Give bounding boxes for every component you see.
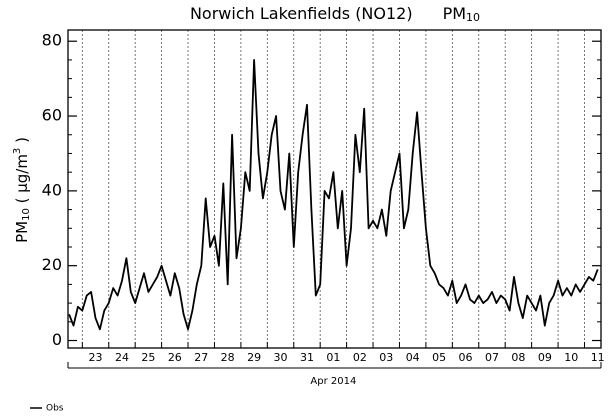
x-tick-label: 09: [538, 351, 552, 364]
x-tick-label: 25: [141, 351, 155, 364]
x-tick-label: 30: [274, 351, 288, 364]
y-tick-label: 40: [42, 180, 62, 199]
x-tick-label: 07: [485, 351, 499, 364]
plot-frame: [67, 29, 602, 349]
x-tick-label: 01: [326, 351, 340, 364]
x-tick-label: 23: [89, 351, 103, 364]
x-tick-label: 05: [432, 351, 446, 364]
x-tick-label: 11: [591, 351, 605, 364]
x-axis-sublabel: Apr 2014: [310, 376, 356, 387]
x-tick-label: 24: [115, 351, 129, 364]
legend-label: Obs: [46, 404, 64, 414]
x-tick-label: 02: [353, 351, 367, 364]
y-tick-label: 0: [52, 330, 62, 349]
x-tick-label: 29: [247, 351, 261, 364]
y-axis-label: PM10 ( µg/m3 ): [12, 137, 32, 243]
x-tick-label: 10: [564, 351, 578, 364]
y-tick-label: 60: [42, 106, 62, 125]
y-tick-label: 80: [42, 31, 62, 50]
x-tick-label: 04: [406, 351, 420, 364]
x-tick-label: 26: [168, 351, 182, 364]
x-tick-label: 27: [194, 351, 208, 364]
x-tick-label: 06: [459, 351, 473, 364]
x-tick-label: 31: [300, 351, 314, 364]
x-tick-label: 28: [221, 351, 235, 364]
y-tick-label: 20: [42, 255, 62, 274]
chart-title: Norwich Lakenfields (NO12) PM10: [190, 4, 480, 25]
x-tick-label: 08: [511, 351, 525, 364]
x-tick-label: 03: [379, 351, 393, 364]
data-line: [68, 59, 599, 331]
